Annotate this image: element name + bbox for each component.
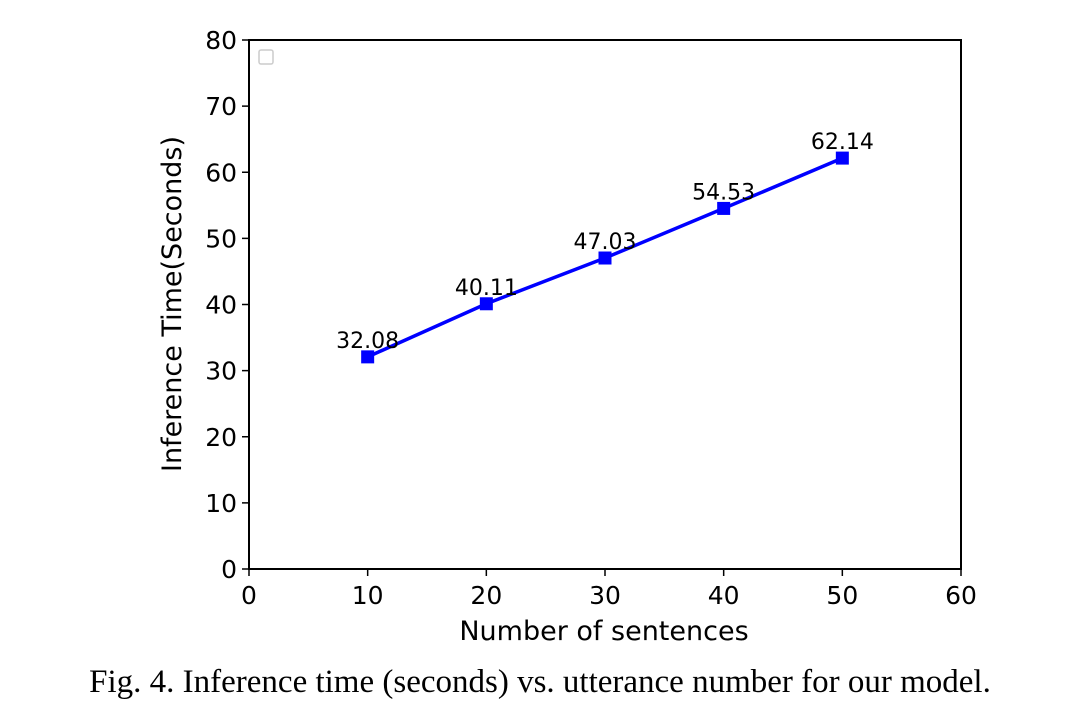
y-tick-label: 50 (205, 224, 237, 253)
x-tick-label: 20 (470, 581, 502, 610)
data-point-marker (479, 297, 493, 311)
y-tick-label: 10 (205, 489, 237, 518)
y-axis-label: Inference Time(Seconds) (157, 136, 188, 472)
data-point-label: 47.03 (574, 230, 637, 255)
y-tick-label: 70 (205, 92, 237, 121)
series-group: 32.08 40.11 47.03 54.53 62.14 (336, 130, 874, 364)
data-point-label: 32.08 (336, 329, 399, 354)
x-axis: 0 10 20 30 40 50 60 (241, 569, 977, 610)
y-tick-label: 60 (205, 158, 237, 187)
y-axis: 0 10 20 30 40 50 60 70 80 (205, 26, 249, 584)
y-tick-label: 0 (221, 555, 237, 584)
data-point-marker (717, 201, 731, 215)
x-tick-label: 60 (945, 581, 977, 610)
y-tick-label: 30 (205, 357, 237, 386)
figure-caption: Fig. 4. Inference time (seconds) vs. utt… (89, 664, 991, 700)
x-tick-label: 0 (241, 581, 257, 610)
plot-area (248, 39, 962, 570)
x-tick-label: 50 (826, 581, 858, 610)
x-tick-label: 10 (352, 581, 384, 610)
line-chart: 0 10 20 30 40 50 60 70 80 0 10 20 30 40 50 60 32.08 40.… (157, 26, 977, 647)
data-point-marker (835, 151, 849, 165)
x-tick-label: 40 (708, 581, 740, 610)
legend-box (258, 49, 274, 65)
data-point-marker (361, 350, 375, 364)
y-tick-label: 40 (205, 291, 237, 320)
x-axis-label: Number of sentences (459, 616, 748, 647)
y-tick-label: 20 (205, 423, 237, 452)
data-point-label: 54.53 (692, 180, 755, 205)
data-point-label: 62.14 (811, 130, 874, 155)
y-tick-label: 80 (205, 26, 237, 55)
x-tick-label: 30 (589, 581, 621, 610)
data-point-marker (598, 251, 612, 265)
data-point-label: 40.11 (455, 276, 518, 301)
